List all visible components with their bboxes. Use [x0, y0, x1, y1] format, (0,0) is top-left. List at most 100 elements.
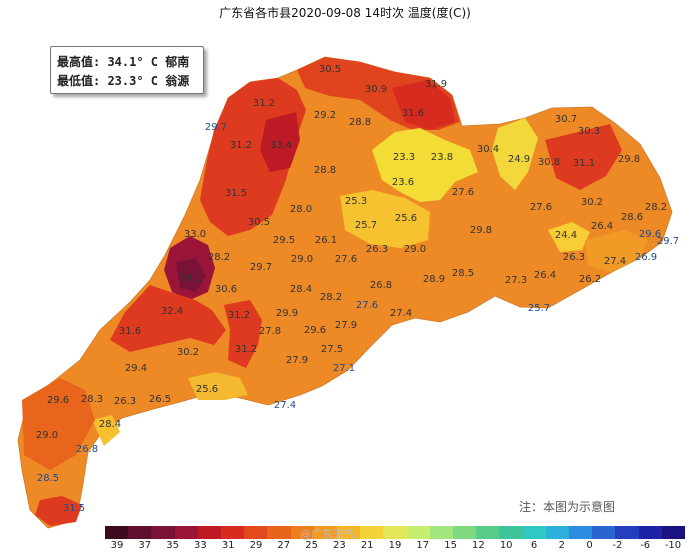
legend-tick-label: 27 — [277, 540, 291, 551]
legend-tick-label: 17 — [416, 540, 430, 551]
legend-swatch — [267, 526, 291, 539]
county-label: 29.9 — [276, 308, 298, 319]
county-label: 29.7 — [250, 262, 272, 273]
county-label: 28.0 — [290, 204, 312, 215]
county-label: 26.8 — [76, 444, 98, 455]
county-label: 28.2 — [320, 292, 342, 303]
county-label: 31.5 — [63, 503, 85, 514]
county-label: 27.8 — [259, 326, 281, 337]
county-label: 25.3 — [345, 196, 367, 207]
county-label: 23.3 — [393, 152, 415, 163]
county-label: 25.6 — [196, 384, 218, 395]
legend-tick-label: 2 — [558, 540, 565, 551]
county-label: 33.0 — [184, 229, 206, 240]
legend-swatch — [197, 526, 222, 539]
map-title: 广东省各市县2020-09-08 14时次 温度(度(C)) — [219, 6, 471, 20]
disclaimer-note: 注：本图为示意图 — [519, 500, 616, 514]
legend-swatch — [337, 526, 361, 539]
legend-tick-label: -6 — [640, 540, 651, 551]
county-label: 30.2 — [581, 197, 603, 208]
legend-tick-label: 25 — [305, 540, 318, 551]
county-label: 28.8 — [349, 117, 371, 128]
county-label: 25.7 — [355, 220, 377, 231]
county-label: 27.9 — [286, 355, 308, 366]
legend-swatch — [128, 526, 152, 539]
legend-tick-label: 19 — [388, 540, 402, 551]
county-label: 28.9 — [423, 274, 445, 285]
county-label: 30.5 — [319, 64, 341, 75]
legend-tick-label: 10 — [499, 540, 513, 551]
county-label: 26.2 — [579, 274, 601, 285]
legend-tick-label: 37 — [138, 540, 152, 551]
min-value-label: 最低值: 23.3° C 翁源 — [57, 74, 190, 88]
legend-tick-label: 6 — [530, 540, 538, 551]
county-label: 29.5 — [273, 235, 295, 246]
legend-swatch — [151, 526, 175, 539]
county-label: 26.3 — [366, 244, 388, 255]
legend-swatch — [615, 526, 639, 539]
county-label: 30.5 — [248, 217, 270, 228]
legend-swatch — [174, 526, 198, 539]
legend-swatch — [360, 526, 384, 539]
county-label: 28.4 — [290, 284, 312, 295]
county-label: 31.9 — [425, 79, 447, 90]
legend-swatch — [661, 526, 686, 539]
county-label: 29.6 — [304, 325, 326, 336]
county-label: 28.5 — [452, 268, 474, 279]
legend-tick-label: -10 — [664, 540, 682, 551]
legend-swatch — [429, 526, 454, 539]
legend-swatch — [592, 526, 616, 539]
county-label: 29.6 — [639, 229, 661, 240]
county-label: 29.0 — [404, 244, 426, 255]
county-label: 28.3 — [81, 394, 103, 405]
legend-tick-label: 35 — [166, 540, 179, 551]
county-label: 27.4 — [604, 256, 626, 267]
legend-tick-label: 31 — [221, 540, 235, 551]
county-label: 24.4 — [555, 230, 577, 241]
legend-swatch — [105, 526, 129, 539]
county-label: 33.4 — [270, 140, 292, 151]
temperature-regions — [22, 57, 648, 526]
county-label: 30.9 — [365, 84, 387, 95]
color-legend-labels: 39 37 35 33 31 29 27 25 23 21 19 17 15 12 10 6 2 0 -2 -6 -10 — [105, 540, 685, 552]
county-label: 29.6 — [47, 395, 69, 406]
legend-swatch — [244, 526, 268, 539]
county-label: 27.3 — [505, 275, 527, 286]
legend-swatch — [453, 526, 477, 539]
county-label: 27.6 — [452, 187, 474, 198]
county-label: 23.6 — [392, 177, 414, 188]
county-label: 30.7 — [555, 114, 577, 125]
county-label: 25.6 — [395, 213, 417, 224]
legend-tick-label: 23 — [333, 540, 346, 551]
county-label: 31.6 — [402, 108, 424, 119]
county-label: 29.8 — [470, 225, 492, 236]
legend-swatch — [499, 526, 523, 539]
county-label: 25.7 — [528, 303, 550, 314]
legend-swatch — [383, 526, 407, 539]
legend-tick-label: 21 — [360, 540, 374, 551]
legend-swatch — [522, 526, 546, 539]
legend-tick-label: 39 — [110, 540, 124, 551]
color-legend — [105, 526, 686, 539]
legend-tick-label: 33 — [194, 540, 207, 551]
county-label: 30.6 — [215, 284, 237, 295]
county-label: 26.3 — [114, 396, 136, 407]
county-label: 29.7 — [205, 122, 227, 133]
county-temperature-labels: 30.5 31.9 30.9 31.2 31.6 29.2 28.8 29.7 30.730.3… — [36, 64, 679, 514]
county-label: 31.2 — [228, 310, 250, 321]
county-label: 26.1 — [315, 235, 337, 246]
county-label: 27.6 — [530, 202, 552, 213]
county-label: 23.8 — [431, 152, 453, 163]
legend-swatch — [545, 526, 570, 539]
county-label: 31.6 — [119, 326, 141, 337]
county-label: 29.0 — [36, 430, 58, 441]
county-label: 27.5 — [321, 344, 343, 355]
county-label: 26.4 — [534, 270, 556, 281]
county-label: 27.6 — [356, 300, 378, 311]
county-label: 29.2 — [314, 110, 336, 121]
county-label: 26.9 — [635, 252, 657, 263]
legend-swatch — [638, 526, 662, 539]
legend-tick-label: 29 — [249, 540, 263, 551]
county-label: 30.4 — [477, 144, 499, 155]
